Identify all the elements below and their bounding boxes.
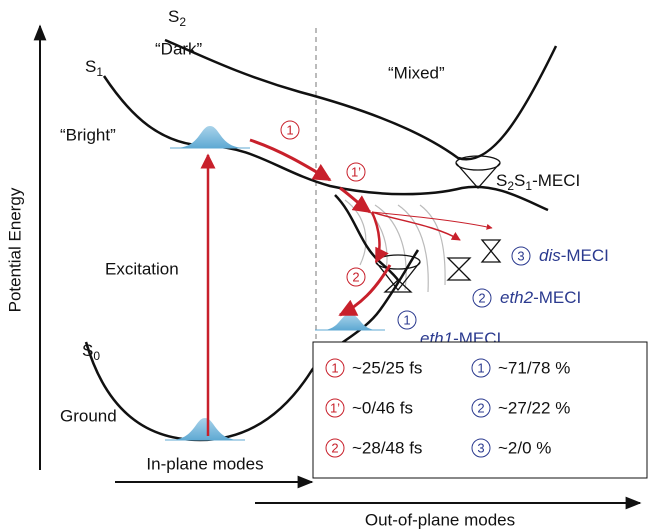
pathway-arrows [200,138,493,436]
pathway-marker: 1 [286,122,293,137]
legend-text: ~28/48 fs [352,438,422,457]
y-axis-label: Potential Energy [5,187,24,312]
x-axis-label: In-plane modes [146,454,263,473]
legend-text: ~0/46 fs [352,398,413,417]
state-descriptor: Ground [60,406,117,425]
meci-marker-ring [511,246,531,266]
cones [375,155,502,293]
surfaces [84,38,558,442]
legend-text: ~2/0 % [498,438,551,457]
legend-marker: 1 [477,360,484,375]
legend-marker: 2 [331,440,338,455]
state-descriptor: “Bright” [60,125,116,144]
legend-marker-ring [471,398,491,418]
meci-marker: 3 [517,248,524,263]
legend-box [312,341,648,479]
legend-marker-ring [471,358,491,378]
pathway-markers: 1 1’ 2 [280,120,366,287]
meci-marker: 1 [403,312,410,327]
legend-marker-ring [471,438,491,458]
meci-label: eth2-MECI [500,288,581,307]
state-label: S0 [82,341,100,363]
legend-text: ~71/78 % [498,358,570,377]
region-label: “Mixed” [388,63,445,82]
legend-marker-ring [325,358,345,378]
legend-marker-ring [325,438,345,458]
wavepackets [165,126,385,441]
meci-label: dis-MECI [539,246,609,265]
legend-marker: 1 [331,360,338,375]
x-axis-label: Out-of-plane modes [365,510,515,529]
meci-label: S2S1-MECI [496,171,580,193]
legend-marker: 2 [477,400,484,415]
pathway-marker: 1’ [351,164,361,179]
excitation-label: Excitation [105,259,179,278]
legend-marker-ring [325,398,345,418]
legend-marker: 1’ [330,400,340,415]
legend-text: ~25/25 fs [352,358,422,377]
meci-marker-ring [397,310,417,330]
legend-text: ~27/22 % [498,398,570,417]
pathway-marker: 2 [352,269,359,284]
meci-marker: 2 [478,290,485,305]
meci-marker-ring [472,288,492,308]
state-descriptor: “Dark” [155,39,203,58]
state-label: S2 [168,7,186,29]
legend: 1 ~25/25 fs 1 ~71/78 % 1’ ~0/46 fs 2 ~27/22 % 2 ~… [325,358,570,458]
legend-marker: 3 [477,440,484,455]
state-label: S1 [85,57,103,79]
